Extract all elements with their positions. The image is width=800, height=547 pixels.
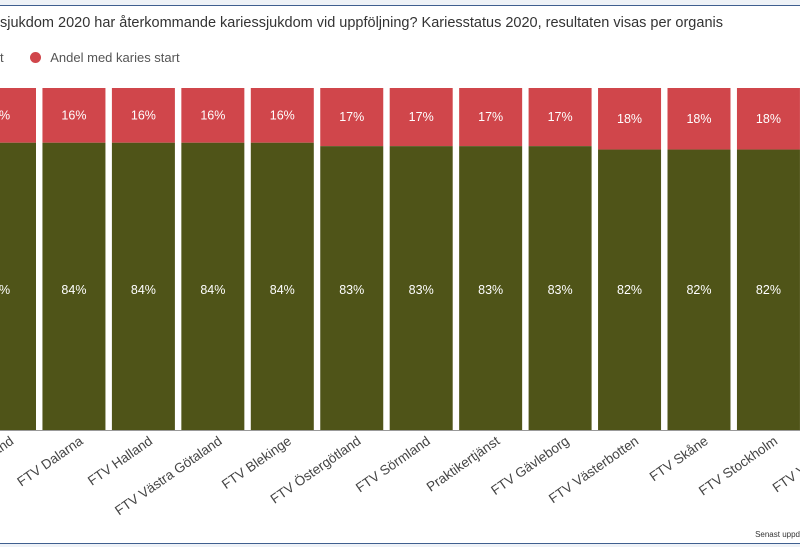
data-label-healthy: 83% (548, 283, 573, 297)
data-label-caries: 17% (478, 110, 503, 124)
footer-note: Senast uppd (755, 530, 800, 539)
bottom-border (0, 543, 800, 547)
bar-healthy[interactable] (598, 149, 662, 430)
data-label-caries: 16% (61, 108, 86, 122)
legend-item-caries-label[interactable]: Andel med karies start (50, 50, 180, 66)
x-tick-label: FTV Halland (85, 433, 155, 488)
data-label-healthy: % (0, 283, 10, 297)
bar-healthy[interactable] (42, 142, 106, 430)
data-label-healthy: 83% (339, 283, 364, 297)
data-label-healthy: 84% (61, 283, 86, 297)
data-label-caries: 18% (686, 112, 711, 126)
x-tick-label: FTV Skåne (647, 433, 711, 484)
data-label-healthy: 82% (756, 283, 781, 297)
data-label-caries: % (0, 108, 10, 122)
bar-caries[interactable] (667, 88, 731, 150)
bar-caries[interactable] (42, 88, 106, 143)
data-label-caries: 16% (200, 108, 225, 122)
bar-caries[interactable] (598, 88, 662, 150)
bar-healthy[interactable] (736, 149, 800, 430)
bar-caries[interactable] (459, 88, 523, 147)
bar-caries[interactable] (0, 88, 36, 143)
bar-healthy[interactable] (181, 142, 245, 430)
data-label-healthy: 82% (686, 283, 711, 297)
data-label-caries: 17% (409, 110, 434, 124)
bar-healthy[interactable] (389, 146, 453, 430)
top-border (0, 0, 800, 6)
bar-healthy[interactable] (320, 146, 384, 430)
data-label-caries: 18% (617, 112, 642, 126)
data-label-caries: 17% (548, 110, 573, 124)
data-label-caries: 16% (131, 108, 156, 122)
data-label-healthy: 84% (270, 283, 295, 297)
bar-caries[interactable] (736, 88, 800, 150)
data-label-healthy: 82% (617, 283, 642, 297)
legend: t Andel med karies start (0, 49, 180, 65)
bar-caries[interactable] (181, 88, 245, 143)
bar-caries[interactable] (389, 88, 453, 147)
data-label-healthy: 83% (409, 283, 434, 297)
bar-caries[interactable] (320, 88, 384, 147)
data-label-caries: 18% (756, 112, 781, 126)
bar-healthy[interactable] (667, 149, 731, 430)
bar-healthy[interactable] (111, 142, 175, 430)
x-tick-label: FTV Sörmland (353, 433, 433, 495)
data-label-healthy: 83% (478, 283, 503, 297)
bar-healthy[interactable] (250, 142, 314, 430)
bar-healthy[interactable] (0, 142, 36, 430)
legend-item-healthy-label[interactable]: t (0, 50, 4, 66)
bar-caries[interactable] (111, 88, 175, 143)
chart-title: sjukdom 2020 har återkommande kariessjuk… (0, 15, 723, 31)
bar-caries[interactable] (250, 88, 314, 143)
legend-swatch-caries[interactable] (29, 52, 41, 64)
x-tick-label: FTV Dalarna (14, 433, 86, 489)
x-tick-label: FTV ...mland (0, 433, 16, 490)
data-label-healthy: 84% (200, 283, 225, 297)
data-label-caries: 17% (339, 110, 364, 124)
data-label-healthy: 84% (131, 283, 156, 297)
data-label-caries: 16% (270, 108, 295, 122)
bar-healthy[interactable] (528, 146, 592, 430)
bar-caries[interactable] (528, 88, 592, 147)
bar-healthy[interactable] (459, 146, 523, 430)
